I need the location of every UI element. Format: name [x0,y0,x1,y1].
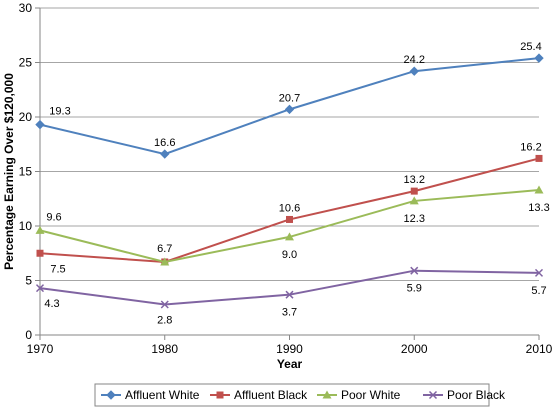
data-label-poor-white: 13.3 [528,202,549,214]
data-label-affluent-black: 7.5 [50,263,65,275]
legend-label: Poor Black [447,388,506,402]
x-tick-label: 1970 [27,342,54,356]
legend-item-affluent-black: Affluent Black [210,388,308,402]
x-tick-label: 2000 [401,342,428,356]
data-label-poor-white: 12.3 [404,213,425,225]
x-axis-title: Year [277,357,303,371]
data-label-affluent-black: 10.6 [279,202,300,214]
data-label-poor-black: 4.3 [44,298,59,310]
legend-label: Affluent White [125,388,200,402]
series-line-poor-black [39,269,540,306]
data-label-affluent-white: 24.2 [404,54,425,66]
data-point-poor-black [534,268,544,277]
marker-stroke [428,390,438,400]
data-label-poor-black: 5.7 [531,285,546,297]
data-point-poor-white [409,196,419,205]
data-label-affluent-black: 16.2 [520,141,541,153]
legend-label: Poor White [341,388,401,402]
legend: Affluent White Affluent Black Poor White Po… [94,383,506,407]
legend-marker [322,390,332,399]
y-tick-label: 20 [19,110,33,124]
series-lines [35,53,544,309]
legend-marker [216,391,224,399]
data-label-poor-black: 5.9 [407,283,422,295]
legend-item-poor-black: Poor Black [423,388,506,402]
data-label-affluent-white: 16.6 [154,137,175,149]
data-point-affluent-white [160,149,170,159]
data-point-poor-white [160,257,170,266]
data-labels: 19.3 16.6 20.7 24.2 25.4 7.5 10.6 13.2 16.2 9.6 6.… [44,41,549,326]
data-point-poor-black [285,290,294,299]
data-point-poor-black [410,266,419,275]
data-point-poor-black [160,300,169,309]
data-label-poor-black: 3.7 [282,307,297,319]
data-label-poor-white: 6.7 [157,243,172,255]
y-tick-label: 15 [19,165,33,179]
marker-stroke [285,290,294,299]
gridlines [40,7,539,281]
marker-stroke [35,284,45,293]
data-label-affluent-white: 20.7 [279,92,300,104]
y-tick-label: 30 [19,1,33,15]
y-tick-label: 25 [19,56,33,70]
data-label-affluent-white: 19.3 [49,106,70,118]
data-point-affluent-black [286,215,293,223]
legend-marker [428,390,438,400]
data-label-affluent-black: 13.2 [404,174,425,186]
legend-item-poor-white: Poor White [317,388,401,402]
y-tick-label: 0 [25,328,32,342]
data-point-poor-black [35,284,45,293]
y-tick-label: 5 [25,274,32,288]
y-tick-label: 10 [19,219,33,233]
data-point-affluent-black [410,187,418,195]
data-point-affluent-black [36,249,44,257]
legend-box [94,383,490,407]
x-tick-label: 2010 [526,342,553,356]
data-point-affluent-white [284,104,295,115]
data-point-affluent-white [534,53,544,63]
legend-marker [106,390,116,400]
data-label-poor-white: 9.6 [46,211,61,223]
marker-stroke [160,300,169,309]
y-axis-title: Percentage Earning Over $120,000 [2,73,16,270]
legend-item-affluent-white: Affluent White [101,388,200,402]
legend-label: Affluent Black [234,388,308,402]
data-label-affluent-white: 25.4 [520,41,541,53]
data-point-poor-white [285,232,294,241]
x-tick-label: 1980 [151,342,178,356]
x-tick-label: 1990 [276,342,303,356]
data-point-poor-white [534,185,544,194]
data-label-poor-white: 9.0 [282,249,297,261]
data-point-affluent-white [409,66,419,76]
data-point-affluent-black [535,154,543,162]
marker-stroke [534,268,544,277]
data-point-affluent-white [35,119,45,130]
marker-stroke [410,266,419,275]
axes: 0 5 10 15 20 25 30 1970 1980 1990 2000 2010 [19,1,553,356]
data-point-poor-white [35,225,45,234]
data-label-poor-black: 2.8 [157,314,172,326]
